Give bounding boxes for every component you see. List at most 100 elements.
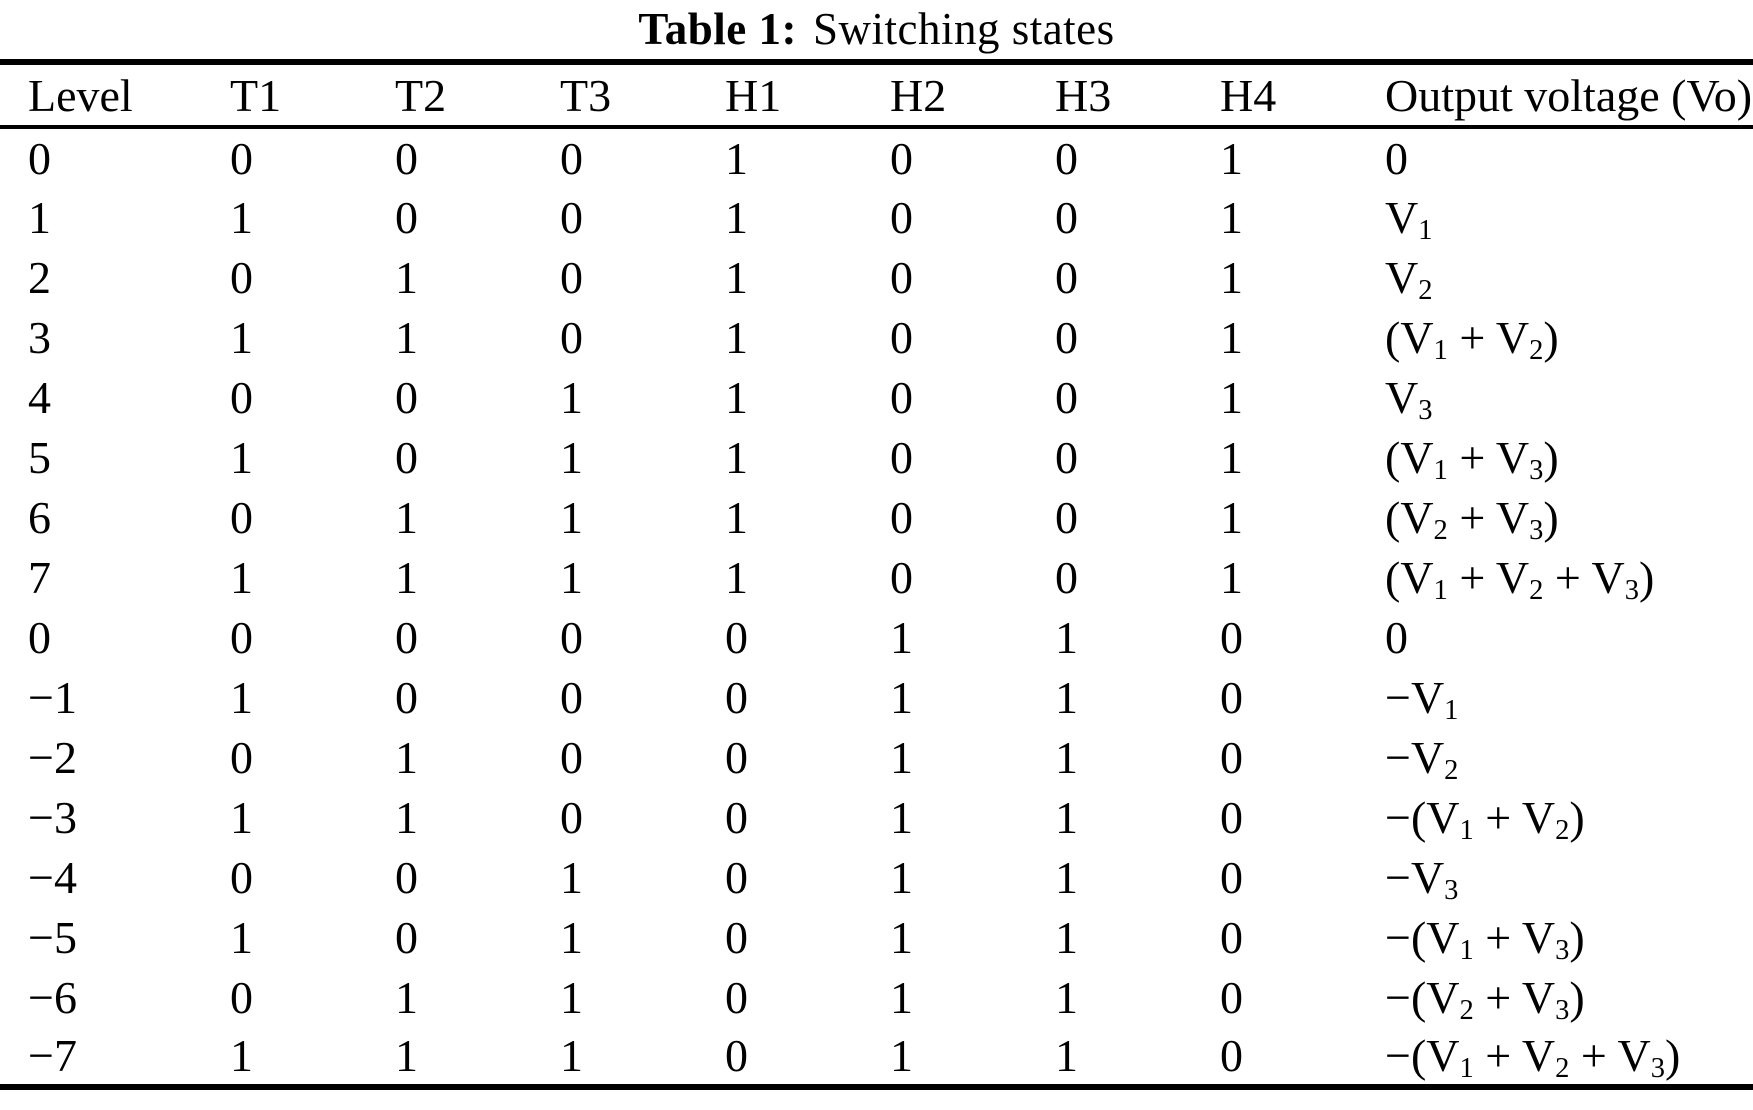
cell-level: 1 — [28, 191, 51, 243]
table-row: −5 1 0 1 0 1 1 0 −(V1 + V3) — [0, 907, 1753, 967]
subscript: 3 — [1529, 454, 1544, 486]
table-row: −6 0 1 1 0 1 1 0 −(V2 + V3) — [0, 967, 1753, 1027]
column-header-h1: H1 — [725, 69, 782, 121]
cell-h4: 0 — [1220, 671, 1243, 723]
cell-h3: 0 — [1055, 551, 1078, 603]
cell-t2: 0 — [395, 371, 418, 423]
subscript: 1 — [1444, 694, 1459, 726]
cell-output-voltage: −(V2 + V3) — [1385, 971, 1585, 1026]
cell-h1: 0 — [725, 611, 748, 663]
cell-h4: 1 — [1220, 551, 1243, 603]
cell-t1: 0 — [230, 731, 253, 783]
cell-t1: 0 — [230, 491, 253, 543]
cell-h1: 1 — [725, 431, 748, 483]
column-header-h4: H4 — [1220, 69, 1277, 121]
cell-h4: 1 — [1220, 311, 1243, 363]
table-caption: Table 1: Switching states — [0, 2, 1753, 59]
cell-t1: 1 — [230, 311, 253, 363]
cell-h4: 1 — [1220, 132, 1243, 184]
cell-t3: 1 — [560, 1030, 583, 1081]
cell-h2: 1 — [890, 911, 913, 963]
table-row: 5 1 0 1 1 0 0 1 (V1 + V3) — [0, 427, 1753, 487]
table-row: −2 0 1 0 0 1 1 0 −V2 — [0, 727, 1753, 787]
table-row: −4 0 0 1 0 1 1 0 −V3 — [0, 847, 1753, 907]
cell-level: −6 — [28, 971, 77, 1023]
cell-output-voltage: 0 — [1385, 611, 1408, 663]
cell-h4: 0 — [1220, 911, 1243, 963]
cell-h2: 0 — [890, 431, 913, 483]
column-header-t3: T3 — [560, 69, 612, 121]
table-row: 2 0 1 0 1 0 0 1 V2 — [0, 247, 1753, 307]
cell-h2: 0 — [890, 132, 913, 184]
cell-t2: 1 — [395, 971, 418, 1023]
cell-t2: 0 — [395, 671, 418, 723]
cell-t2: 0 — [395, 851, 418, 903]
cell-h4: 1 — [1220, 191, 1243, 243]
switching-states-table: Level T1 T2 T3 H1 H2 H3 H4 Output voltage (Vo) 0… — [0, 59, 1753, 1090]
subscript: 3 — [1444, 874, 1459, 906]
subscript: 1 — [1433, 334, 1448, 366]
cell-t3: 1 — [560, 851, 583, 903]
cell-h4: 0 — [1220, 791, 1243, 843]
cell-t3: 1 — [560, 551, 583, 603]
cell-output-voltage: −(V1 + V2 + V3) — [1385, 1030, 1681, 1085]
table-caption-label: Table 1: — [638, 4, 797, 54]
cell-t2: 0 — [395, 611, 418, 663]
subscript: 1 — [1459, 934, 1474, 966]
cell-t2: 1 — [395, 311, 418, 363]
cell-h2: 1 — [890, 611, 913, 663]
subscript: 1 — [1433, 574, 1448, 606]
cell-h4: 1 — [1220, 371, 1243, 423]
cell-h1: 0 — [725, 1030, 748, 1081]
cell-t3: 0 — [560, 311, 583, 363]
cell-h1: 1 — [725, 311, 748, 363]
table-row: 0 0 0 0 0 1 1 0 0 — [0, 607, 1753, 667]
cell-t2: 1 — [395, 1030, 418, 1081]
cell-t1: 1 — [230, 791, 253, 843]
cell-t2: 1 — [395, 791, 418, 843]
cell-h4: 1 — [1220, 251, 1243, 303]
subscript: 3 — [1555, 934, 1570, 966]
cell-level: 5 — [28, 431, 51, 483]
cell-t3: 0 — [560, 791, 583, 843]
cell-t2: 1 — [395, 731, 418, 783]
cell-h1: 1 — [725, 191, 748, 243]
cell-h2: 1 — [890, 851, 913, 903]
table-body: 0 0 0 0 1 0 0 1 0 1 1 0 0 1 0 0 1 V1 2 0 1 0 1 0 0 1 V2 3 1 1 0 1 0 0 1 (V1… — [0, 127, 1753, 1087]
cell-h1: 1 — [725, 251, 748, 303]
cell-t2: 0 — [395, 911, 418, 963]
subscript: 2 — [1529, 574, 1544, 606]
cell-h2: 0 — [890, 251, 913, 303]
cell-output-voltage: (V1 + V2) — [1385, 311, 1559, 366]
cell-h3: 0 — [1055, 491, 1078, 543]
cell-level: 6 — [28, 491, 51, 543]
subscript: 2 — [1418, 274, 1433, 306]
subscript: 3 — [1529, 514, 1544, 546]
cell-t3: 1 — [560, 971, 583, 1023]
cell-level: −3 — [28, 791, 77, 843]
cell-h1: 0 — [725, 851, 748, 903]
cell-h3: 1 — [1055, 851, 1078, 903]
table-header-row: Level T1 T2 T3 H1 H2 H3 H4 Output voltage (Vo) — [0, 62, 1753, 127]
cell-t2: 1 — [395, 551, 418, 603]
cell-h1: 0 — [725, 791, 748, 843]
cell-level: 4 — [28, 371, 51, 423]
cell-h2: 1 — [890, 791, 913, 843]
subscript: 1 — [1418, 214, 1433, 246]
cell-t1: 0 — [230, 971, 253, 1023]
cell-t3: 0 — [560, 132, 583, 184]
cell-level: −7 — [28, 1030, 77, 1081]
cell-t3: 0 — [560, 671, 583, 723]
cell-h1: 0 — [725, 731, 748, 783]
subscript: 2 — [1529, 334, 1544, 366]
cell-h1: 1 — [725, 132, 748, 184]
cell-t2: 1 — [395, 251, 418, 303]
cell-h2: 0 — [890, 491, 913, 543]
cell-level: −5 — [28, 911, 77, 963]
cell-level: 0 — [28, 611, 51, 663]
cell-t1: 1 — [230, 431, 253, 483]
subscript: 1 — [1433, 454, 1448, 486]
subscript: 3 — [1624, 574, 1640, 606]
table-row: −7 1 1 1 0 1 1 0 −(V1 + V2 + V3) — [0, 1027, 1753, 1087]
